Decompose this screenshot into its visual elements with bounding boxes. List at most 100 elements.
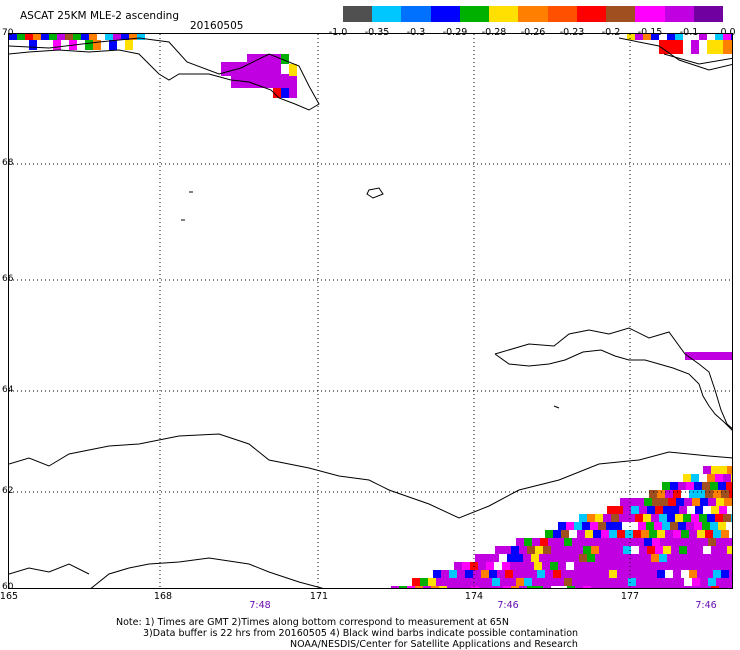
data-cell (491, 554, 499, 562)
data-cell (585, 570, 593, 578)
data-cell (705, 570, 713, 578)
data-cell (53, 40, 61, 50)
data-cell (585, 530, 593, 538)
data-cell (575, 546, 583, 554)
data-cell (513, 570, 521, 578)
data-cell (566, 522, 574, 530)
data-cell (423, 586, 431, 588)
lon-label: 174 (464, 591, 484, 602)
data-cell (683, 554, 691, 562)
data-cell (545, 570, 553, 578)
data-cell (563, 554, 571, 562)
data-cell (713, 530, 721, 538)
lat-label: 68 (2, 158, 14, 168)
data-cell (707, 474, 715, 482)
data-cell (731, 34, 732, 40)
data-cell (462, 562, 470, 570)
data-cell (564, 578, 572, 586)
data-cell (614, 522, 622, 530)
data-cell (644, 578, 652, 586)
data-cell (596, 578, 604, 586)
data-cell (732, 578, 733, 586)
data-cell (508, 578, 516, 586)
data-cell (503, 586, 511, 588)
data-cell (649, 490, 657, 498)
data-cell (726, 482, 732, 490)
data-cell (691, 514, 699, 522)
data-cell (531, 554, 539, 562)
data-cell (732, 538, 733, 546)
data-cell (708, 538, 716, 546)
data-cell (481, 570, 489, 578)
data-cell (668, 538, 676, 546)
data-cell (519, 586, 527, 588)
data-cell (537, 570, 545, 578)
data-cell (724, 538, 732, 546)
data-cell (89, 34, 97, 40)
data-cell (567, 586, 575, 588)
data-cell (614, 562, 622, 570)
data-cell (524, 538, 532, 546)
data-cell (662, 522, 670, 530)
data-cell (609, 570, 617, 578)
data-cell (452, 578, 460, 586)
data-cell (535, 546, 543, 554)
data-cell (731, 554, 732, 562)
data-cell (715, 474, 723, 482)
legend-label: -0.3 (406, 27, 426, 38)
data-cell (731, 40, 732, 54)
data-cell (721, 530, 729, 538)
data-cell (711, 466, 719, 474)
data-cell (606, 562, 614, 570)
coastline (9, 37, 732, 588)
data-cell (707, 40, 715, 54)
footnote-line-3: NOAA/NESDIS/Center for Satellite Applica… (290, 639, 578, 650)
legend-label: -0.28 (481, 27, 507, 38)
data-cell (711, 586, 719, 588)
data-cell (611, 514, 619, 522)
data-cell (483, 554, 491, 562)
data-cell (588, 538, 596, 546)
data-cell (675, 514, 683, 522)
data-cell (607, 506, 615, 514)
data-cell (694, 522, 702, 530)
lat-label: 62 (2, 486, 14, 496)
data-cell (635, 34, 643, 40)
data-cell (671, 586, 679, 588)
data-cell (647, 506, 655, 514)
data-cell (651, 514, 659, 522)
data-cell (633, 570, 641, 578)
data-cell (691, 40, 699, 54)
data-cell (129, 34, 137, 40)
data-cell (631, 586, 639, 588)
data-cell (636, 498, 644, 506)
data-cell (391, 586, 399, 588)
data-cell (558, 522, 566, 530)
data-cell (671, 506, 679, 514)
data-cell (412, 578, 420, 586)
data-cell (540, 538, 548, 546)
legend-label: 0.0 (720, 27, 736, 38)
data-cell (659, 40, 667, 54)
data-cell (679, 586, 687, 588)
data-cell (49, 34, 57, 40)
data-cell (606, 522, 614, 530)
legend-swatch (576, 6, 607, 22)
data-cell (475, 554, 483, 562)
data-cell (484, 578, 492, 586)
data-cell (399, 586, 407, 588)
legend-swatch (430, 6, 460, 22)
data-cell (553, 570, 561, 578)
data-cell (723, 40, 731, 54)
data-cell (479, 586, 487, 588)
data-cell (702, 562, 710, 570)
data-cell (9, 34, 17, 40)
data-cell (675, 34, 683, 40)
data-cell (580, 538, 588, 546)
data-cell (716, 578, 724, 586)
data-cell (221, 62, 281, 76)
data-cell (599, 546, 607, 554)
data-cell (607, 586, 615, 588)
data-cell (644, 498, 652, 506)
data-cell (660, 578, 668, 586)
